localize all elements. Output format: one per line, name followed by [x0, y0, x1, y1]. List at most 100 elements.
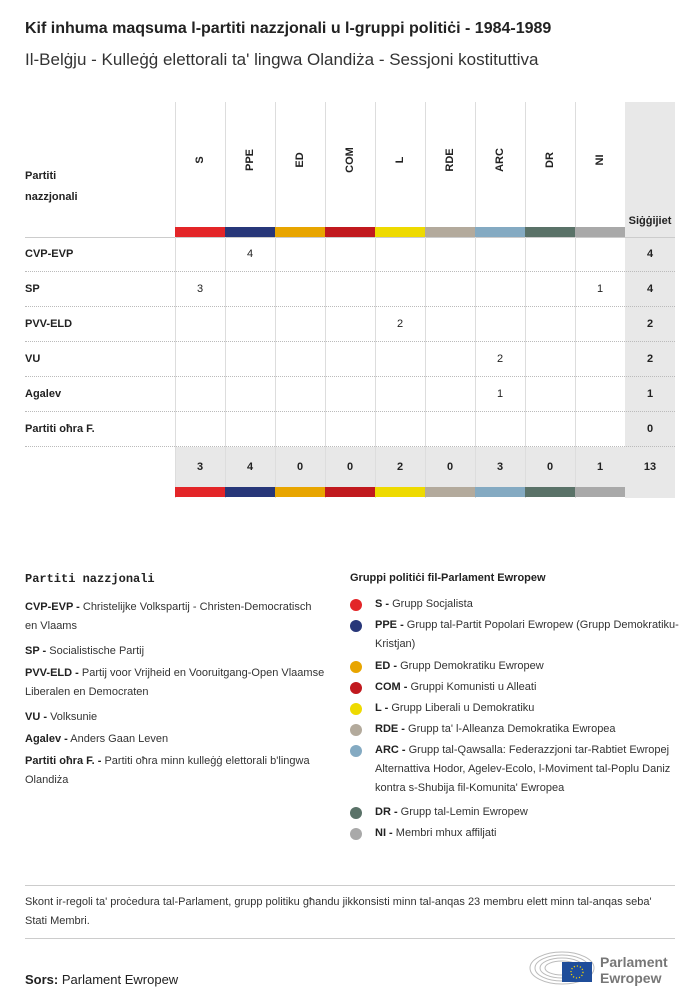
party-description: Volksunie [50, 711, 98, 723]
group-color-bar [525, 487, 575, 497]
table-row: VU 2 2 [25, 342, 675, 377]
row-header: Partiti nazzjonali [25, 170, 78, 203]
seat-value: 1 [596, 283, 604, 295]
column-label: COM [344, 147, 356, 173]
column-header-com: COM [325, 102, 375, 227]
group-color-bar [225, 487, 275, 497]
group-code: ARC - [375, 744, 406, 756]
group-color-bar [275, 487, 325, 497]
group-legend-item: COM - Gruppi Komunisti u Alleati [375, 678, 680, 697]
party-name: Partiti oħra F. [25, 423, 95, 435]
row-total: 2 [646, 318, 654, 330]
column-header-rde: RDE [425, 102, 475, 227]
group-code: COM - [375, 681, 408, 693]
group-description: Grupp tal-Partit Popolari Ewropew (Grupp… [375, 619, 679, 650]
seat-value: 2 [496, 353, 504, 365]
group-code: ED - [375, 660, 397, 672]
party-code: SP - [25, 645, 47, 657]
group-legend-item: NI - Membri mhux affiljati [375, 824, 680, 843]
column-label: PPE [244, 148, 256, 172]
column-header-ppe: PPE [225, 102, 275, 227]
group-legend-item: ED - Grupp Demokratiku Ewropew [375, 657, 680, 676]
party-legend-item: CVP-EVP - Christelijke Volkspartij - Chr… [25, 598, 325, 636]
party-description: Partiti oħra minn kulleġġ elettorali b'l… [25, 755, 310, 786]
logo-text: Parlament Ewropew [600, 954, 668, 986]
column-header-ed: ED [275, 102, 325, 227]
group-color-dot [350, 828, 362, 840]
seat-value: 1 [496, 388, 504, 400]
source: Sors: Parlament Ewropew [25, 972, 178, 987]
column-total: 0 [296, 461, 304, 473]
table-row: Agalev 1 1 [25, 377, 675, 412]
column-total: 0 [346, 461, 354, 473]
group-color-bar [575, 487, 625, 497]
row-total: 0 [646, 423, 654, 435]
chart-subtitle: Il-Belġju - Kulleġġ elettorali ta' lingw… [25, 50, 539, 69]
total-header: Siġġijiet [628, 215, 672, 227]
column-divider [525, 102, 526, 498]
group-color-bar [175, 487, 225, 497]
table-row: SP 3 1 4 [25, 272, 675, 307]
parties-legend-heading: Partiti nazzjonali [25, 572, 155, 586]
group-color-bar [425, 487, 475, 497]
party-legend-item: Partiti oħra F. - Partiti oħra minn kull… [25, 752, 325, 790]
party-code: VU - [25, 711, 47, 723]
column-total: 3 [196, 461, 204, 473]
seat-value: 4 [246, 248, 254, 260]
group-color-dot [350, 745, 362, 757]
party-description: Anders Gaan Leven [70, 733, 169, 745]
column-header-s: S [175, 102, 225, 227]
seat-value: 3 [196, 283, 204, 295]
row-total: 1 [646, 388, 654, 400]
column-total: 1 [596, 461, 604, 473]
group-code: DR - [375, 806, 398, 818]
group-color-bar [375, 227, 425, 237]
group-legend-item: L - Grupp Liberali u Demokratiku [375, 699, 680, 718]
group-code: NI - [375, 827, 393, 839]
column-header-l: L [375, 102, 425, 227]
seat-table: Partiti nazzjonali Siġġijiet S 3 PPE 4 ED 0 CO… [25, 102, 675, 498]
column-header-dr: DR [525, 102, 575, 227]
group-color-dot [350, 807, 362, 819]
group-code: S - [375, 598, 390, 610]
column-total: 4 [246, 461, 254, 473]
row-total: 4 [646, 283, 654, 295]
source-label: Sors: [25, 972, 59, 987]
table-row: CVP-EVP 4 4 [25, 237, 675, 272]
party-name: SP [25, 283, 40, 295]
group-color-dot [350, 703, 362, 715]
groups-legend-heading: Gruppi politiċi fil-Parlament Ewropew [350, 572, 546, 584]
column-label: DR [544, 152, 556, 168]
group-color-bar [525, 227, 575, 237]
column-label: ARC [494, 148, 506, 172]
group-description: Grupp Liberali u Demokratiku [391, 702, 535, 714]
group-color-bar [275, 227, 325, 237]
party-code: Partiti oħra F. - [25, 755, 102, 767]
group-color-bar [475, 487, 525, 497]
group-color-bar [175, 227, 225, 237]
group-color-bar [225, 227, 275, 237]
column-label: RDE [444, 148, 456, 172]
european-parliament-logo [529, 951, 595, 985]
group-description: Grupp Socjalista [392, 598, 473, 610]
party-description: Partij voor Vrijheid en Vooruitgang-Open… [25, 667, 325, 698]
column-label: ED [294, 152, 306, 168]
group-color-bar [325, 227, 375, 237]
party-legend-item: SP - Socialistische Partij [25, 642, 325, 661]
grand-total: 13 [643, 461, 657, 473]
divider [25, 885, 675, 886]
group-color-dot [350, 661, 362, 673]
party-code: Agalev - [25, 733, 68, 745]
table-row: PVV-ELD 2 2 [25, 307, 675, 342]
group-color-dot [350, 682, 362, 694]
column-divider [475, 102, 476, 498]
column-divider [225, 102, 226, 498]
party-description: Socialistische Partij [49, 645, 145, 657]
row-total: 4 [646, 248, 654, 260]
group-code: RDE - [375, 723, 405, 735]
table-row: Partiti oħra F. 0 [25, 412, 675, 447]
column-header-ni: NI [575, 102, 625, 227]
divider [25, 938, 675, 939]
group-description: Grupp tal-Lemin Ewropew [400, 806, 528, 818]
totals-row [175, 447, 625, 487]
